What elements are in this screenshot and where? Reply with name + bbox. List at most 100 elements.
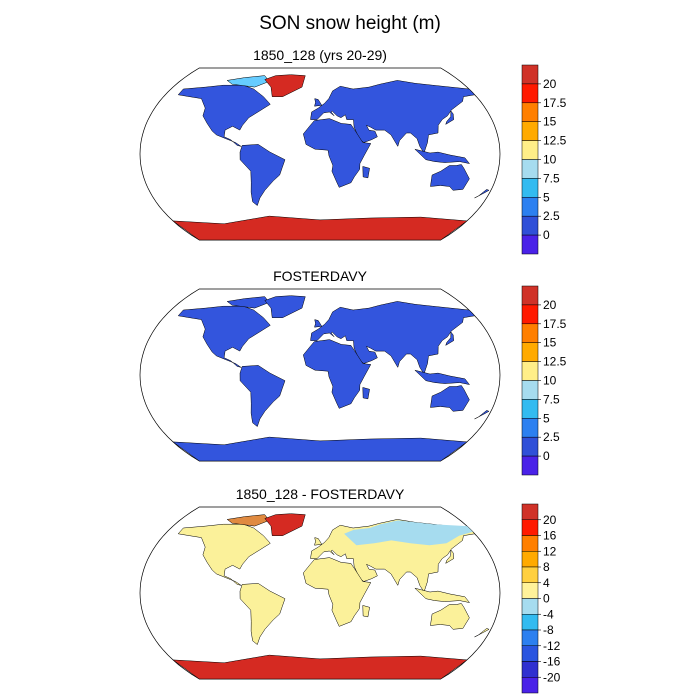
colorbar-label: -20 [543,670,561,684]
colorbar-label: -12 [543,639,561,653]
colorbar-swatch [521,285,539,306]
colorbar-swatch [521,83,539,104]
map-panel-2: 20 17.5 15 12.5 10 7.5 5 2.5 0 [139,285,567,476]
land-eurasia [310,80,476,154]
land-antarctica [172,654,468,680]
land-northAmerica [177,523,271,586]
land-nz [474,628,490,638]
land-madagascar [362,166,370,179]
colorbar-swatch [521,598,539,615]
land-africa [303,118,372,188]
colorbar-label: 15 [543,115,557,129]
colorbar-swatch [521,436,539,457]
land-arcticIslands [226,514,270,527]
colorbar-label: 16 [543,529,557,543]
colorbar-label: 5 [543,190,550,204]
colorbar-swatch [521,121,539,141]
colorbar-swatch [521,661,539,678]
land-eurasia [310,301,476,375]
colorbar-label: 2.5 [543,209,560,223]
colorbar-label: 12 [543,544,557,558]
land-southAmerica [239,144,286,207]
land-greenland [264,74,306,97]
map-panel-1: 20 17.5 15 12.5 10 7.5 5 2.5 0 [139,64,567,255]
land-greenland [264,513,306,536]
colorbar-swatch [521,215,539,236]
land-japan [445,331,454,346]
colorbar-swatch [521,614,539,631]
land-uk [314,319,323,328]
colorbar-1: 20 17.5 15 12.5 10 7.5 5 2.5 0 [521,64,567,255]
land-northAmerica [177,84,271,147]
colorbar-swatch [521,503,539,520]
colorbar-label: 10 [543,374,557,388]
colorbar-label: 12.5 [543,134,567,148]
land-uk [314,537,323,546]
colorbar-swatch [521,304,539,325]
colorbar-2: 20 17.5 15 12.5 10 7.5 5 2.5 0 [521,285,567,476]
land-southAmerica [239,365,286,428]
colorbar-swatch [521,645,539,662]
colorbar-swatch [521,629,539,646]
land-arcticIslands [226,75,270,88]
colorbar-swatch [521,178,539,198]
colorbar-label: 0 [543,592,550,606]
land-northAmerica [177,305,271,368]
land-australia [430,385,470,412]
colorbar-label: 17.5 [543,96,567,110]
colorbar-swatch [521,102,539,122]
land-uk [314,98,323,107]
colorbar-swatch [521,551,539,568]
land-africa [303,339,372,409]
colorbar-label: -16 [543,655,561,669]
colorbar-label: 2.5 [543,430,560,444]
colorbar-label: 12.5 [543,355,567,369]
colorbar-label: 7.5 [543,392,560,406]
land-greenland [264,295,306,318]
colorbar-label: 20 [543,298,557,312]
colorbar-swatch [521,455,539,476]
land-japan [445,549,454,564]
colorbar-swatch [521,64,539,85]
land-nz [474,410,490,420]
colorbar-swatch [521,342,539,362]
land-indonesia [414,587,471,603]
colorbar-swatch [521,361,539,381]
colorbar-swatch [521,418,539,438]
land-madagascar [362,605,370,618]
colorbar-label: 20 [543,513,557,527]
land-arcticIslands [226,296,270,309]
land-antarctica [172,215,468,241]
figure-title: SON snow height (m) [259,13,441,34]
colorbar-label: 5 [543,411,550,425]
colorbar-label: 20 [543,77,557,91]
land-madagascar [362,387,370,400]
colorbar-label: 17.5 [543,317,567,331]
colorbar-swatch [521,197,539,217]
colorbar-swatch [521,582,539,599]
colorbar-swatch [521,140,539,160]
land-japan [445,110,454,125]
colorbar-swatch [521,159,539,179]
panel-2-title: FOSTERDAVY [273,268,367,284]
colorbar-swatch [521,519,539,536]
colorbar-swatch [521,566,539,583]
colorbar-swatch [521,380,539,400]
colorbar-swatch [521,234,539,255]
land-australia [430,603,470,630]
colorbar-swatch [521,677,539,694]
colorbar-label: 4 [543,576,550,590]
colorbar-label: 10 [543,153,557,167]
colorbar-label: 7.5 [543,171,560,185]
colorbar-label: -8 [543,623,554,637]
colorbar-label: -4 [543,607,554,621]
colorbar-swatch [521,399,539,419]
colorbar-label: 8 [543,560,550,574]
land-australia [430,164,470,191]
land-africa [303,557,372,627]
land-southAmerica [239,583,286,646]
land-antarctica [172,436,468,462]
